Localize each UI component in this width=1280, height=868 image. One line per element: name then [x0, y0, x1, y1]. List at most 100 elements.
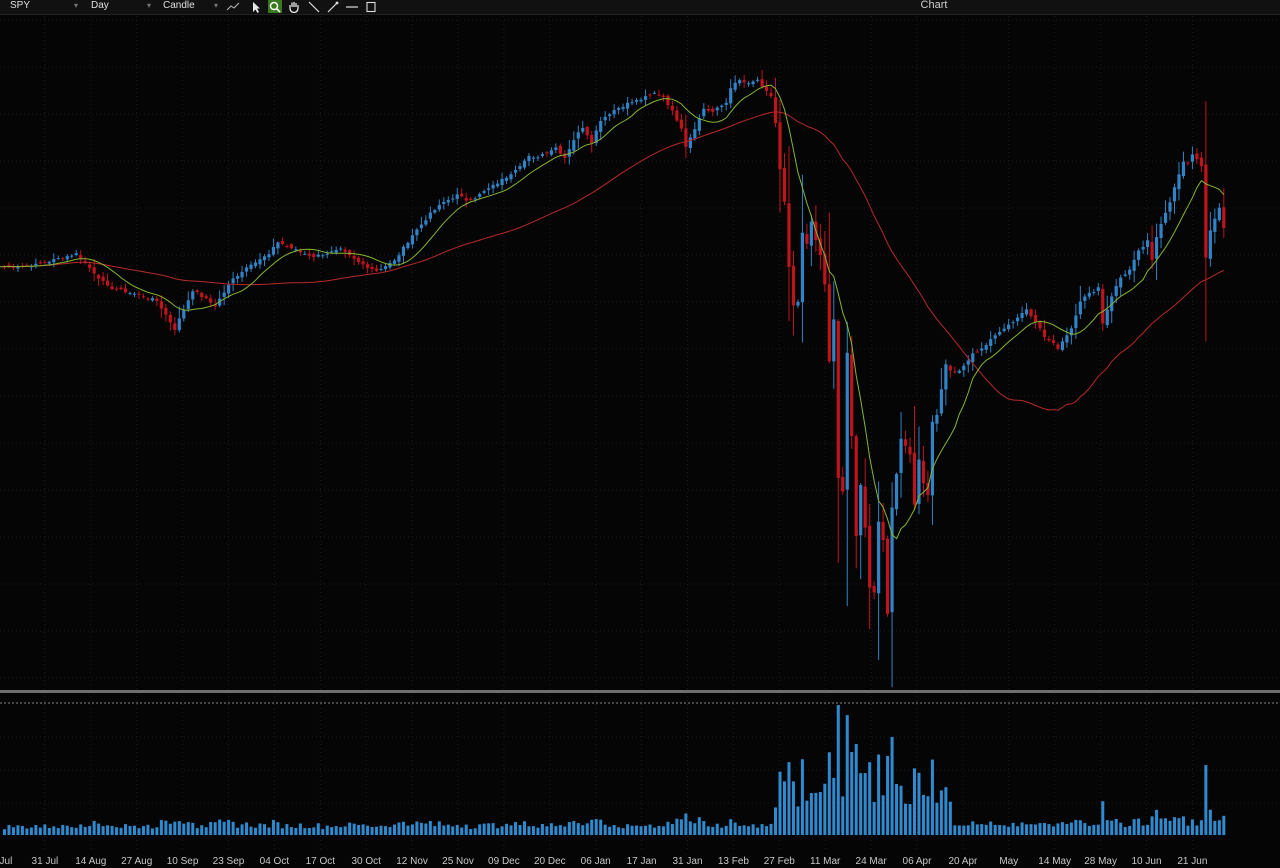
volume-bar — [805, 800, 809, 835]
volume-bar — [904, 803, 908, 835]
x-tick-label: 18 Jul — [0, 856, 12, 867]
volume-bar — [993, 824, 997, 835]
candle — [262, 254, 267, 267]
candle — [805, 223, 809, 250]
volume-bar — [854, 744, 858, 835]
volume-bar — [177, 821, 181, 835]
volume-bar — [872, 801, 876, 835]
volume-bar — [845, 715, 849, 835]
candle — [504, 176, 509, 184]
horizontal-line-tool-button[interactable] — [345, 0, 359, 13]
pointer-tool-button[interactable] — [249, 0, 263, 13]
volume-bar — [97, 823, 101, 835]
volume-bar — [285, 824, 289, 835]
candle — [258, 253, 262, 269]
candle — [83, 256, 87, 265]
candle — [101, 271, 105, 286]
candle — [760, 70, 764, 89]
candle — [464, 193, 468, 208]
volume-bar — [262, 824, 266, 835]
candle — [146, 297, 150, 302]
volume-bar — [778, 771, 782, 835]
volume-bar — [1042, 823, 1046, 835]
candle — [343, 246, 347, 258]
candle — [823, 230, 827, 292]
x-tick-label: 31 Jul — [32, 856, 59, 867]
volume-bar — [437, 821, 441, 835]
candle — [998, 327, 1002, 337]
volume-bar — [469, 829, 473, 835]
candle — [702, 103, 706, 120]
volume-bar — [509, 825, 513, 835]
chart-toolbar: SPY ▾ Day ▾ Candle ▾ Chart — [0, 0, 1280, 15]
panel-separator[interactable] — [0, 690, 1280, 704]
volume-bar — [702, 821, 706, 835]
candle — [581, 120, 585, 134]
volume-bar — [1155, 809, 1159, 835]
volume-bar — [182, 823, 186, 835]
candle — [832, 281, 836, 389]
candle — [446, 196, 450, 206]
volume-bar — [1105, 820, 1109, 835]
candle — [222, 285, 226, 306]
candle — [79, 250, 83, 264]
candle — [567, 140, 571, 165]
candle — [200, 291, 204, 302]
symbol-dropdown[interactable]: SPY ▾ — [2, 0, 82, 14]
volume-bar — [61, 824, 65, 835]
candle — [513, 165, 518, 177]
volume-bar — [52, 826, 56, 835]
zoom-tool-button[interactable] — [268, 0, 282, 13]
volume-bar — [1123, 827, 1127, 835]
volume-bar — [25, 828, 29, 835]
volume-bar — [787, 762, 791, 835]
candle — [912, 405, 917, 511]
volume-bar — [428, 821, 432, 835]
trendline-tool-button[interactable] — [307, 0, 321, 13]
candle — [316, 250, 320, 258]
volume-bar — [415, 821, 419, 835]
candle — [809, 214, 813, 267]
candle — [1150, 225, 1154, 270]
volume-bar — [254, 827, 258, 835]
volume-bar — [1092, 824, 1096, 835]
candle — [34, 258, 38, 269]
candle — [280, 237, 285, 246]
candle — [899, 412, 903, 498]
candle — [74, 249, 78, 257]
volume-bar — [626, 824, 630, 835]
volume-bar — [527, 826, 531, 835]
volume-bar — [863, 773, 867, 835]
volume-bar — [617, 827, 621, 835]
volume-bar — [747, 826, 751, 835]
rectangle-tool-button[interactable] — [364, 0, 378, 13]
chart-style-dropdown[interactable]: Candle ▾ — [156, 0, 222, 14]
x-tick-label: 23 Sep — [213, 856, 245, 867]
interval-dropdown[interactable]: Day ▾ — [84, 0, 154, 14]
candle — [980, 342, 984, 356]
line-tool-button[interactable] — [226, 0, 240, 13]
volume-bar — [339, 827, 343, 835]
volume-bar — [1069, 822, 1073, 835]
ray-tool-button[interactable] — [326, 0, 340, 13]
candle — [603, 111, 607, 126]
volume-bar — [74, 827, 78, 835]
candle — [383, 262, 388, 272]
volume-bar — [859, 773, 863, 835]
candle — [352, 250, 356, 266]
candle — [1213, 208, 1217, 244]
volume-bar — [1096, 824, 1100, 835]
volume-bar — [877, 754, 881, 835]
volume-bar — [128, 826, 132, 835]
x-tick-label: 28 May — [1084, 856, 1117, 867]
volume-bar — [312, 827, 316, 835]
volume-bar — [478, 824, 482, 835]
x-tick-label: 13 Feb — [718, 856, 750, 867]
volume-bar — [298, 823, 302, 835]
volume-bar — [989, 821, 993, 835]
candle — [249, 261, 253, 272]
candle — [370, 262, 374, 273]
pan-tool-button[interactable] — [287, 0, 301, 13]
candle — [97, 273, 101, 286]
